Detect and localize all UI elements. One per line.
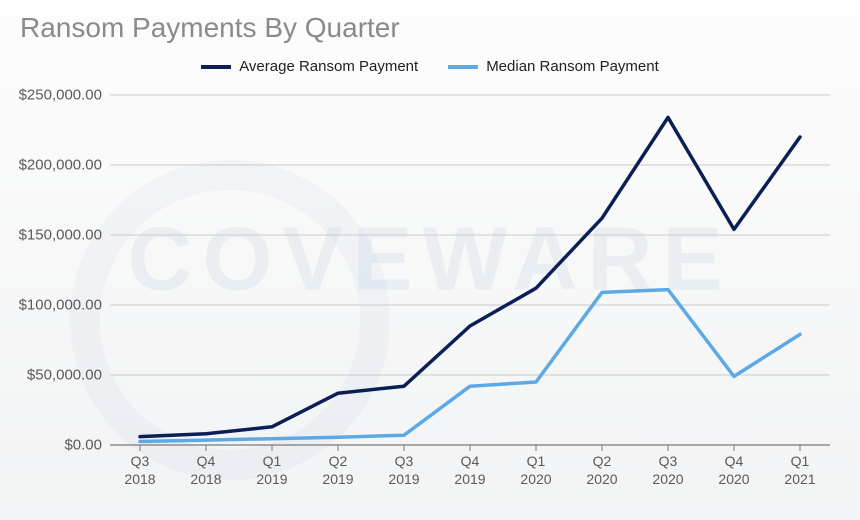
y-tick-label: $250,000.00 [19,87,102,104]
x-tick-label: Q22019 [322,453,353,488]
x-tick-label: Q42020 [718,453,749,488]
y-tick-label: $200,000.00 [19,157,102,174]
x-tick-label: Q42019 [454,453,485,488]
x-tick-label: Q32020 [652,453,683,488]
y-tick-label: $50,000.00 [27,367,102,384]
plot-svg [110,95,830,445]
plot-area: $0.00$50,000.00$100,000.00$150,000.00$20… [110,95,830,445]
legend-swatch-average [201,65,231,69]
chart-title: Ransom Payments By Quarter [20,12,400,44]
chart-frame: COVEWARE Ransom Payments By Quarter Aver… [0,0,860,520]
x-tick-label: Q32019 [388,453,419,488]
legend: Average Ransom Payment Median Ransom Pay… [0,58,860,75]
series-line-median [140,290,800,442]
x-tick-label: Q42018 [190,453,221,488]
legend-label-average: Average Ransom Payment [239,58,418,75]
y-tick-label: $0.00 [64,437,102,454]
x-tick-label: Q32018 [124,453,155,488]
y-tick-label: $100,000.00 [19,297,102,314]
x-tick-label: Q12019 [256,453,287,488]
x-tick-label: Q22020 [586,453,617,488]
legend-swatch-median [448,65,478,69]
x-tick-label: Q12020 [520,453,551,488]
y-tick-label: $150,000.00 [19,227,102,244]
legend-item-median: Median Ransom Payment [448,58,659,75]
legend-item-average: Average Ransom Payment [201,58,418,75]
x-tick-label: Q12021 [784,453,815,488]
legend-label-median: Median Ransom Payment [486,58,659,75]
